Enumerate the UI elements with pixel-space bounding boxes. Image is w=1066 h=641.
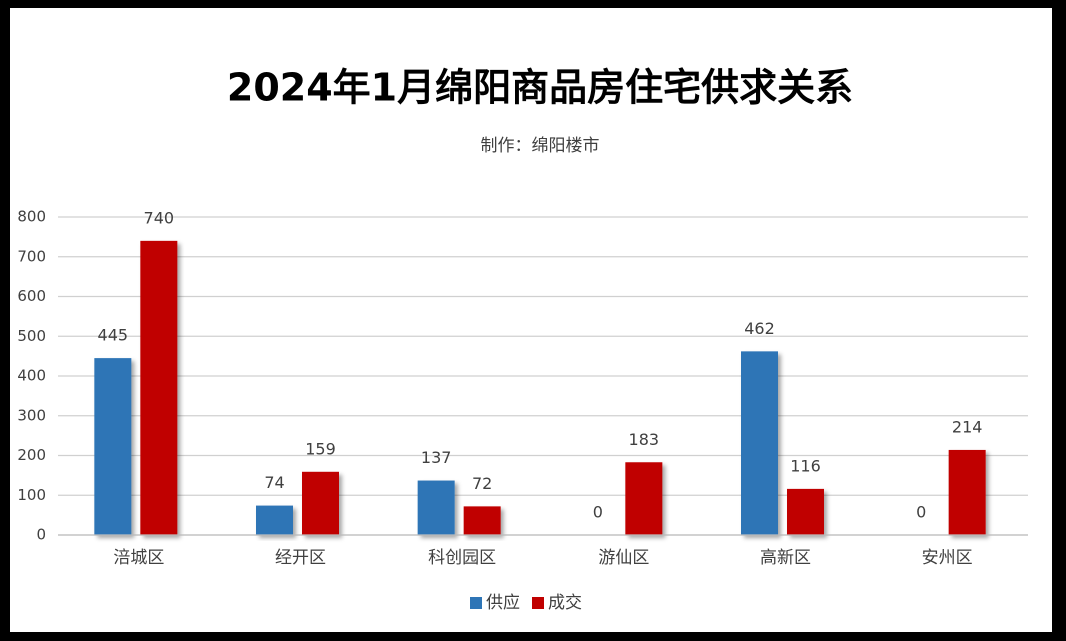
y-tick-label: 600 xyxy=(17,287,46,305)
bar xyxy=(417,480,455,535)
bar xyxy=(787,488,824,535)
data-label: 214 xyxy=(952,417,983,436)
y-tick-label: 800 xyxy=(17,208,46,226)
bar xyxy=(463,506,501,535)
data-label: 445 xyxy=(98,326,129,345)
x-tick-label: 游仙区 xyxy=(598,548,649,568)
y-tick-label: 400 xyxy=(17,367,46,385)
y-tick-label: 0 xyxy=(36,526,46,544)
y-tick-label: 200 xyxy=(17,446,46,464)
chart-title: 2024年1月绵阳商品房住宅供求关系 xyxy=(227,66,853,110)
x-tick-label: 安州区 xyxy=(922,548,973,568)
y-tick-label: 100 xyxy=(17,486,46,504)
data-label: 0 xyxy=(593,503,603,522)
data-label: 159 xyxy=(305,439,336,458)
legend-label: 成交 xyxy=(548,593,582,613)
bar xyxy=(948,449,986,535)
y-tick-label: 300 xyxy=(17,406,46,424)
bar xyxy=(94,358,132,535)
data-label: 72 xyxy=(472,474,492,493)
y-tick-label: 700 xyxy=(17,247,46,265)
chart-subtitle: 制作：绵阳楼市 xyxy=(481,136,600,156)
x-tick-label: 经开区 xyxy=(275,548,326,568)
data-label: 183 xyxy=(629,430,660,449)
data-label: 0 xyxy=(916,503,926,522)
bar xyxy=(140,240,178,535)
legend-swatch xyxy=(470,597,482,609)
x-tick-label: 涪城区 xyxy=(113,548,164,568)
y-tick-label: 500 xyxy=(17,327,46,345)
data-label: 740 xyxy=(144,208,175,227)
data-label: 116 xyxy=(790,456,821,475)
data-label: 137 xyxy=(421,448,452,467)
x-tick-label: 高新区 xyxy=(760,548,811,568)
bar xyxy=(302,471,339,535)
legend-swatch xyxy=(532,597,544,609)
bar xyxy=(625,462,663,535)
data-label: 462 xyxy=(744,319,775,338)
data-label: 74 xyxy=(264,473,284,492)
legend-label: 供应 xyxy=(486,593,520,613)
x-tick-label: 科创园区 xyxy=(428,548,496,568)
bar xyxy=(256,505,293,535)
bar xyxy=(741,351,778,535)
chart-area xyxy=(10,8,1052,632)
